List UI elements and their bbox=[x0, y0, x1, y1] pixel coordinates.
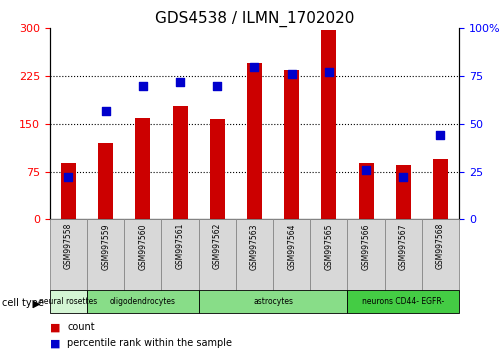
Bar bbox=[273, 219, 310, 292]
Text: percentile rank within the sample: percentile rank within the sample bbox=[67, 338, 233, 348]
Bar bbox=[124, 219, 162, 292]
Text: GSM997560: GSM997560 bbox=[138, 223, 147, 270]
Text: GSM997558: GSM997558 bbox=[64, 223, 73, 269]
Bar bbox=[61, 164, 76, 219]
Text: cell type: cell type bbox=[2, 298, 44, 308]
Text: GSM997563: GSM997563 bbox=[250, 223, 259, 270]
Bar bbox=[321, 30, 336, 219]
Text: neurons CD44- EGFR-: neurons CD44- EGFR- bbox=[362, 297, 445, 306]
Bar bbox=[236, 219, 273, 292]
Bar bbox=[98, 143, 113, 219]
Bar bbox=[135, 118, 150, 219]
Text: ■: ■ bbox=[50, 338, 60, 348]
Bar bbox=[173, 106, 188, 219]
Text: ▶: ▶ bbox=[33, 298, 41, 308]
Point bbox=[176, 79, 184, 85]
Point bbox=[250, 64, 258, 69]
Text: GSM997565: GSM997565 bbox=[324, 223, 333, 270]
Text: ■: ■ bbox=[50, 322, 60, 332]
Point bbox=[288, 72, 296, 77]
Text: GSM997566: GSM997566 bbox=[362, 223, 371, 270]
Bar bbox=[199, 290, 347, 313]
Point bbox=[325, 69, 333, 75]
Bar bbox=[210, 119, 225, 219]
Point bbox=[213, 83, 221, 88]
Point bbox=[399, 175, 407, 180]
Title: GDS4538 / ILMN_1702020: GDS4538 / ILMN_1702020 bbox=[155, 11, 354, 27]
Point bbox=[102, 108, 110, 113]
Text: GSM997562: GSM997562 bbox=[213, 223, 222, 269]
Text: count: count bbox=[67, 322, 95, 332]
Bar bbox=[310, 219, 347, 292]
Bar bbox=[247, 63, 262, 219]
Bar bbox=[347, 219, 385, 292]
Text: neural rosettes: neural rosettes bbox=[39, 297, 98, 306]
Point bbox=[362, 167, 370, 173]
Bar bbox=[50, 290, 87, 313]
Text: GSM997559: GSM997559 bbox=[101, 223, 110, 270]
Bar bbox=[385, 219, 422, 292]
Bar bbox=[347, 290, 459, 313]
Bar bbox=[396, 165, 411, 219]
Text: oligodendrocytes: oligodendrocytes bbox=[110, 297, 176, 306]
Bar bbox=[87, 219, 124, 292]
Text: GSM997564: GSM997564 bbox=[287, 223, 296, 270]
Bar bbox=[162, 219, 199, 292]
Text: GSM997568: GSM997568 bbox=[436, 223, 445, 269]
Bar bbox=[359, 164, 374, 219]
Bar bbox=[199, 219, 236, 292]
Text: astrocytes: astrocytes bbox=[253, 297, 293, 306]
Point bbox=[64, 175, 72, 180]
Point bbox=[139, 83, 147, 88]
Bar bbox=[422, 219, 459, 292]
Point bbox=[437, 132, 445, 138]
Bar bbox=[433, 159, 448, 219]
Text: GSM997567: GSM997567 bbox=[399, 223, 408, 270]
Bar bbox=[50, 219, 87, 292]
Bar bbox=[87, 290, 199, 313]
Text: GSM997561: GSM997561 bbox=[176, 223, 185, 269]
Bar bbox=[284, 70, 299, 219]
